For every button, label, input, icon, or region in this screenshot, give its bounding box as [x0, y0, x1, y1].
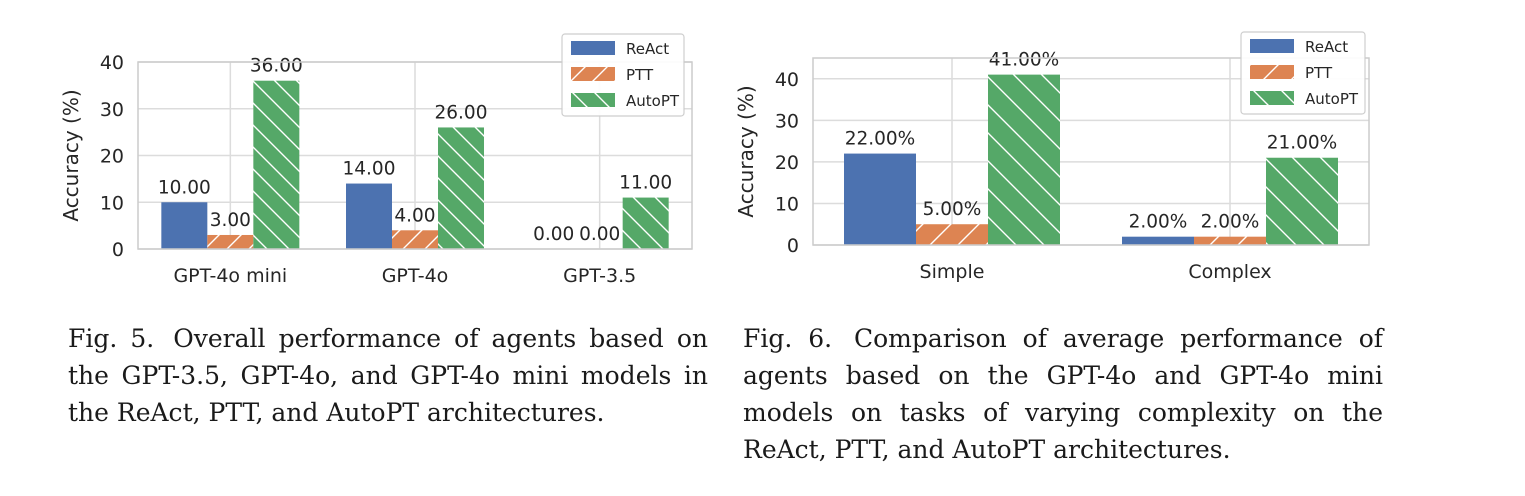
figure-5-caption-text: Overall performance of agents based on t…	[68, 324, 708, 427]
legend-swatch-react	[571, 41, 615, 55]
bar-react	[346, 183, 392, 249]
bar-value-label: 36.00	[250, 56, 303, 77]
y-tick-label: 20	[775, 152, 799, 174]
bar-value-label: 41.00%	[989, 50, 1060, 71]
y-tick-label: 40	[100, 52, 124, 74]
bar-value-label: 14.00	[343, 159, 396, 180]
y-tick-label: 30	[100, 99, 124, 121]
legend-label: PTT	[626, 66, 654, 84]
figure-5: 0 10 20 30 40 GPT-4o mini GPT-4o GPT-3.5 10.00 3.…	[59, 20, 720, 470]
plot-frame	[812, 57, 1370, 246]
y-tick-label: 0	[787, 235, 799, 257]
plot-frame	[137, 61, 693, 250]
bar-value-label: 2.00%	[1129, 212, 1188, 233]
x-tick-label: Simple	[920, 261, 985, 283]
bar-ptt	[392, 230, 438, 249]
bar-value-label: 2.00%	[1201, 212, 1260, 233]
y-tick-label: 10	[100, 192, 124, 214]
chart-complexity-comparison: 0 10 20 30 40 Simple Complex 22.00% 5.00% 41.00% 2…	[734, 31, 1370, 283]
bar-autopt	[622, 197, 669, 249]
bar-value-label: 4.00	[394, 205, 435, 226]
y-tick-label: 0	[112, 239, 124, 261]
legend-label: ReAct	[626, 40, 669, 58]
bar-value-label: 5.00%	[923, 199, 982, 220]
y-tick-label: 40	[775, 69, 799, 91]
y-axis-label: Accuracy (%)	[59, 89, 83, 221]
bar-value-label: 10.00	[158, 177, 211, 198]
figure-5-number: Fig. 5.	[68, 324, 155, 353]
figure-5-caption: Fig. 5. Overall performance of agents ba…	[68, 320, 708, 431]
bar-react	[1122, 236, 1194, 245]
bar-react	[161, 202, 208, 249]
figure-6: 0 10 20 30 40 Simple Complex 22.00% 5.00% 41.00% 2…	[734, 20, 1395, 470]
legend-swatch-autopt	[1250, 91, 1294, 105]
y-tick-label: 10	[775, 193, 799, 215]
bar-autopt	[1266, 157, 1338, 245]
bar-value-label: 11.00	[619, 173, 672, 194]
y-axis-label: Accuracy (%)	[734, 85, 758, 217]
bar-value-label: 22.00%	[845, 129, 916, 150]
bar-ptt	[916, 224, 988, 245]
legend-label: ReAct	[1305, 38, 1348, 56]
bar-ptt	[207, 234, 254, 249]
x-tick-label: GPT-3.5	[563, 265, 636, 287]
x-tick-label: Complex	[1188, 261, 1271, 283]
x-tick-label: GPT-4o	[382, 265, 449, 287]
x-tick-label: GPT-4o mini	[173, 265, 287, 287]
figure-6-number: Fig. 6.	[743, 324, 833, 353]
legend-label: AutoPT	[626, 92, 680, 110]
legend-swatch-ptt	[1250, 65, 1294, 79]
bar-autopt	[253, 80, 300, 249]
bar-value-label: 0.00	[579, 224, 620, 245]
bar-value-label: 26.00	[435, 102, 488, 123]
y-tick-label: 30	[775, 110, 799, 132]
bar-react	[844, 153, 916, 245]
figure-6-caption-text: Comparison of average performance of age…	[743, 324, 1384, 464]
bar-value-label: 3.00	[210, 210, 251, 231]
figure-6-caption: Fig. 6. Comparison of average performanc…	[743, 320, 1383, 468]
bar-value-label: 0.00	[533, 224, 574, 245]
y-tick-label: 20	[100, 146, 124, 168]
bar-autopt	[988, 74, 1060, 245]
legend-swatch-ptt	[571, 67, 615, 81]
chart-overall-performance: 0 10 20 30 40 GPT-4o mini GPT-4o GPT-3.5 10.00 3.…	[59, 33, 693, 287]
bar-autopt	[438, 127, 484, 249]
legend-label: PTT	[1305, 64, 1333, 82]
legend-swatch-react	[1250, 39, 1294, 53]
bar-value-label: 21.00%	[1267, 133, 1338, 154]
legend-swatch-autopt	[571, 93, 615, 107]
legend-label: AutoPT	[1305, 90, 1359, 108]
bar-ptt	[1194, 236, 1266, 245]
